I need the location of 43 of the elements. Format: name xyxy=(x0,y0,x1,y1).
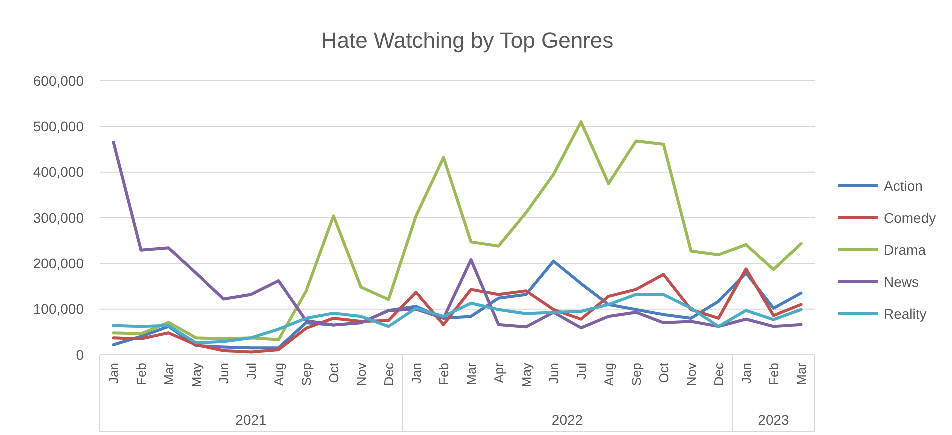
y-tick-label: 100,000 xyxy=(33,301,84,318)
x-tick-label: Sep xyxy=(628,363,644,386)
x-tick-label: Oct xyxy=(656,362,672,384)
legend-label: Reality xyxy=(884,306,927,322)
x-tick-label: Oct xyxy=(326,362,342,384)
x-tick-label: May xyxy=(188,362,204,388)
y-tick-label: 0 xyxy=(76,346,84,363)
y-tick-label: 500,000 xyxy=(33,118,84,135)
text: 2022 xyxy=(552,412,584,428)
legend-label: Drama xyxy=(884,242,926,258)
x-tick-label: Feb xyxy=(134,363,149,386)
x-tick-label: Sep xyxy=(298,363,314,386)
x-tick-label: Nov xyxy=(354,362,369,386)
x-tick-label: Aug xyxy=(601,363,616,386)
x-tick-label: Feb xyxy=(436,363,452,386)
y-tick-label: 600,000 xyxy=(33,72,84,89)
x-tick-label: Jan xyxy=(408,363,424,384)
text: 2023 xyxy=(758,412,790,428)
x-tick-label: Jun xyxy=(546,363,562,384)
chart-title: Hate Watching by Top Genres xyxy=(321,28,614,53)
legend-label: News xyxy=(884,274,920,290)
x-tick-label: Feb xyxy=(766,363,782,386)
x-tick-label: Dec xyxy=(711,362,726,386)
x-tick-label: Aug xyxy=(271,363,286,386)
x-tick-label: Mar xyxy=(161,362,176,386)
x-tick-label: Jan xyxy=(738,363,754,384)
x-tick-label: Jul xyxy=(574,362,589,380)
line-series xyxy=(112,293,803,345)
x-tick-label: Jun xyxy=(216,363,232,384)
x-tick-label: May xyxy=(518,362,534,388)
x-tick-label: Mar xyxy=(794,362,809,386)
x-tick-label: Jan xyxy=(106,363,122,384)
y-tick-label: 400,000 xyxy=(33,164,84,180)
x-tick-label: Apr xyxy=(491,362,506,384)
x-tick-label: Jul xyxy=(244,362,259,380)
y-tick-label: 300,000 xyxy=(33,210,84,226)
y-tick-label: 200,000 xyxy=(33,256,84,272)
x-tick-label: Dec xyxy=(381,362,396,386)
x-tick-label: Mar xyxy=(464,362,479,386)
legend-label: Comedy xyxy=(884,210,936,226)
text: 2021 xyxy=(236,412,268,428)
legend-label: Action xyxy=(884,178,923,194)
x-tick-label: Nov xyxy=(684,362,699,386)
